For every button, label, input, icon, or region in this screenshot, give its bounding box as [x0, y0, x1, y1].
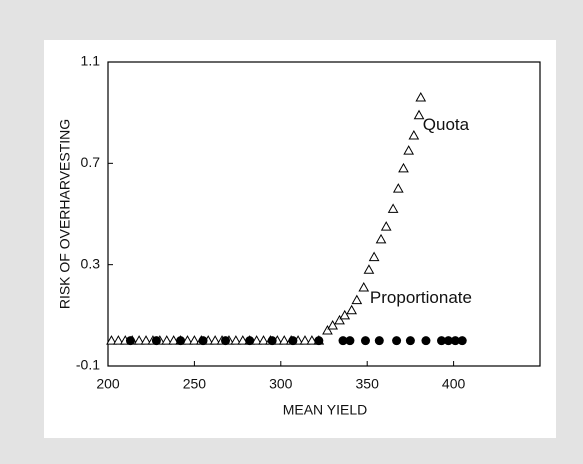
triangle-point [408, 129, 420, 140]
panel [44, 40, 556, 438]
triangle-point [113, 335, 124, 345]
triangle-point [413, 109, 425, 120]
x-tick-label: 400 [442, 376, 466, 392]
circle-point [374, 336, 384, 346]
triangle-point [387, 203, 399, 213]
triangle-point [299, 335, 311, 345]
x-tick-label: 250 [183, 376, 207, 392]
circle-point [221, 336, 231, 346]
triangle-point [368, 251, 380, 262]
circle-point [421, 336, 431, 346]
circle-point [450, 336, 460, 346]
triangle-point [237, 335, 249, 345]
circle-point [288, 336, 298, 346]
x-tick-label: 200 [96, 376, 120, 392]
triangle-point [363, 264, 375, 274]
y-axis-title: RISK OF OVERHARVESTING [57, 119, 73, 309]
circle-point [360, 336, 370, 346]
triangle-point [339, 309, 351, 320]
circle-point [198, 336, 208, 346]
triangle-point [415, 91, 427, 102]
circle-point [125, 336, 135, 346]
triangle-point [398, 162, 409, 173]
plot-frame [107, 61, 541, 367]
circle-point [345, 336, 355, 346]
triangle-point [251, 335, 262, 345]
triangle-point [133, 335, 145, 345]
triangle-point [334, 314, 345, 325]
triangle-point [106, 335, 117, 345]
triangle-point [351, 294, 363, 305]
y-tick-label: 0.7 [81, 154, 101, 170]
triangle-point [322, 325, 333, 335]
circle-point [176, 336, 186, 346]
y-tick-label: 0.3 [81, 255, 101, 271]
triangle-point [380, 221, 392, 231]
triangle-point [346, 304, 358, 315]
circle-point [443, 336, 453, 346]
triangle-point [182, 335, 193, 345]
triangle-point [189, 335, 200, 345]
circle-point [392, 336, 402, 346]
triangle-point [230, 335, 242, 345]
x-axis-title: MEAN YIELD [283, 402, 368, 418]
circle-point [338, 336, 348, 346]
series-label: Quota [423, 115, 470, 134]
circle-point [405, 336, 415, 346]
triangle-point [209, 335, 221, 345]
triangle-point [327, 319, 338, 330]
triangle-point [306, 335, 318, 345]
y-tick-label: -0.1 [76, 357, 100, 373]
x-tick-label: 350 [356, 376, 380, 392]
circle-point [151, 336, 161, 346]
x-tick-label: 300 [269, 376, 293, 392]
y-tick-label: 1.1 [81, 53, 101, 69]
circle-point [245, 336, 255, 346]
circle-point [267, 336, 277, 346]
circle-point [314, 336, 324, 346]
triangle-point [358, 281, 370, 292]
triangle-point [140, 335, 152, 345]
triangle-point [168, 335, 180, 345]
triangle-point [161, 335, 173, 345]
triangle-point [403, 145, 415, 155]
triangle-point [258, 335, 269, 345]
circle-point [457, 336, 467, 346]
triangle-point [392, 183, 404, 193]
series-label: Proportionate [370, 288, 472, 307]
triangle-point [375, 233, 387, 244]
circle-point [437, 336, 447, 346]
triangle-point [278, 335, 290, 345]
